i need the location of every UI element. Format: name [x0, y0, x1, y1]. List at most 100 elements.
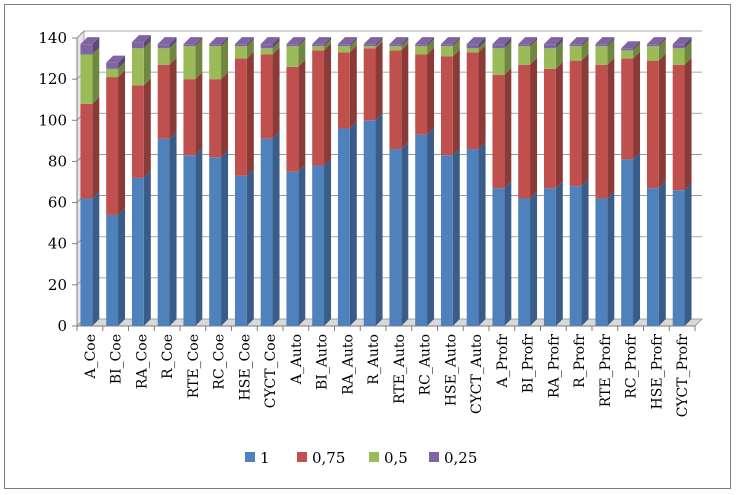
bar-segment: [286, 66, 299, 172]
bar-segment-side: [92, 37, 100, 55]
legend-swatch: [429, 452, 439, 462]
bar-segment-side: [118, 70, 126, 215]
bar-segment-side: [658, 39, 666, 61]
bar-segment-side: [195, 72, 203, 156]
bar-segment-side: [324, 39, 332, 51]
bar-segment-side: [92, 191, 100, 326]
bar-segment: [543, 44, 556, 49]
bar-segment: [440, 46, 453, 57]
bar-segment: [543, 188, 556, 326]
bar-top-face: [492, 37, 512, 45]
x-tick-label: RA_Auto: [340, 334, 356, 395]
bar-segment-side: [169, 57, 177, 139]
y-tick-label: 60: [48, 194, 67, 212]
bar-segment: [672, 44, 685, 49]
bar-segment: [621, 50, 634, 59]
x-tick-label: BI_Auto: [315, 334, 331, 390]
bar-segment-side: [427, 37, 435, 47]
bar-segment: [440, 155, 453, 326]
bar-segment-side: [658, 37, 666, 47]
x-axis-tick-labels: A_Coe BI_Coe RA_Coe R_Coe RTE_Coe RC_Coe HSE_C…: [83, 334, 691, 417]
bar-segment: [80, 44, 93, 55]
chart-frame: 0 20 40 60 80 100 120 140 A_Coe BI_Coe RA_Coe R_Co…: [4, 4, 731, 489]
bar-segment-side: [349, 37, 357, 47]
bar-segment: [621, 58, 634, 160]
bar-segment: [337, 128, 350, 326]
bar-segment-side: [607, 37, 615, 47]
legend-label: 0,5: [384, 449, 408, 467]
bar-segment: [286, 171, 299, 326]
bar-segment-side: [143, 41, 151, 86]
bar-segment-side: [221, 150, 229, 326]
bar-segment: [672, 48, 685, 65]
bar-segment: [646, 44, 659, 47]
bar-segment: [389, 44, 402, 47]
bar-segment-side: [118, 61, 126, 78]
bar-top-face: [131, 35, 151, 43]
x-tick-label: R_Coe: [160, 334, 176, 379]
bar-segment-side: [401, 142, 409, 326]
bar-segment: [466, 52, 479, 150]
bar-segment-side: [324, 37, 332, 47]
bar-segment-side: [684, 37, 692, 49]
bar-segment: [569, 60, 582, 187]
bar-top-face: [672, 37, 692, 45]
x-tick-label: RC_Coe: [212, 334, 228, 390]
x-tick-label: BI_Coe: [109, 334, 125, 384]
bar-segment-side: [143, 78, 151, 178]
bar-segment: [183, 155, 196, 326]
bar-segment-side: [452, 49, 460, 156]
bar-top-face: [543, 37, 563, 45]
bar-segment: [131, 177, 144, 326]
bar-segment: [286, 46, 299, 67]
x-tick-label: BI_Profr: [521, 334, 537, 394]
bar-segment-side: [349, 121, 357, 326]
y-tick-label: 0: [57, 317, 67, 335]
bar-top-face: [183, 37, 203, 45]
x-tick-label: HSE_Coe: [237, 334, 253, 400]
bar-segment-side: [427, 47, 435, 135]
bar-segment: [518, 198, 531, 326]
bar-segment-side: [607, 39, 615, 65]
bar-segment-side: [324, 43, 332, 166]
bar-top-face: [389, 37, 409, 45]
bar-segment-side: [221, 39, 229, 80]
bar-segment: [595, 44, 608, 47]
bar-segment: [646, 60, 659, 189]
bar-segment-side: [92, 96, 100, 199]
x-tick-label: CYCT_Coe: [263, 334, 279, 408]
bar-segment: [80, 54, 93, 104]
bar-segment: [492, 188, 505, 326]
bar-top-face: [80, 37, 100, 45]
bar-top-face: [595, 37, 615, 45]
bar-segment-side: [504, 41, 512, 76]
bar-segment-side: [452, 39, 460, 57]
bar-segment: [157, 48, 170, 65]
bar-segment-side: [452, 37, 460, 47]
bar-segment: [260, 138, 273, 326]
bar-segment: [595, 198, 608, 326]
bar-segment: [466, 44, 479, 49]
bar-top-face: [209, 37, 229, 45]
bar-segment-side: [684, 41, 692, 65]
x-tick-label: A_Auto: [289, 334, 305, 385]
y-tick-label: 80: [48, 152, 67, 170]
bar-segment: [106, 62, 119, 69]
bar-segment: [312, 46, 325, 51]
x-tick-label: CYCT_Profr: [675, 334, 691, 417]
bar-segment: [209, 46, 222, 80]
x-tick-label: RTE_Coe: [186, 334, 202, 398]
gridline: [76, 30, 702, 39]
bar-segment: [543, 68, 556, 189]
bar-segment-side: [581, 53, 589, 187]
bar-segment: [234, 46, 247, 59]
bar-segment-side: [272, 37, 280, 49]
bar-segment-side: [633, 43, 641, 59]
bar-segment-side: [246, 51, 254, 176]
bar-segment: [234, 44, 247, 47]
bar-segment-side: [349, 45, 357, 129]
bar-segment: [440, 44, 453, 47]
bar-segment: [389, 149, 402, 326]
bar-segment: [543, 48, 556, 69]
bar-segment: [518, 46, 531, 65]
